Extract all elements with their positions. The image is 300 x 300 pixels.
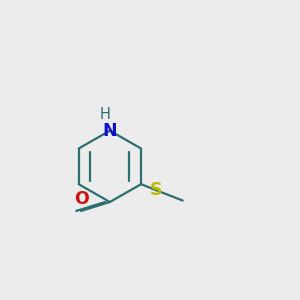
Text: N: N	[103, 122, 117, 140]
Text: H: H	[99, 107, 110, 122]
Text: S: S	[150, 181, 162, 199]
Text: O: O	[74, 190, 88, 208]
